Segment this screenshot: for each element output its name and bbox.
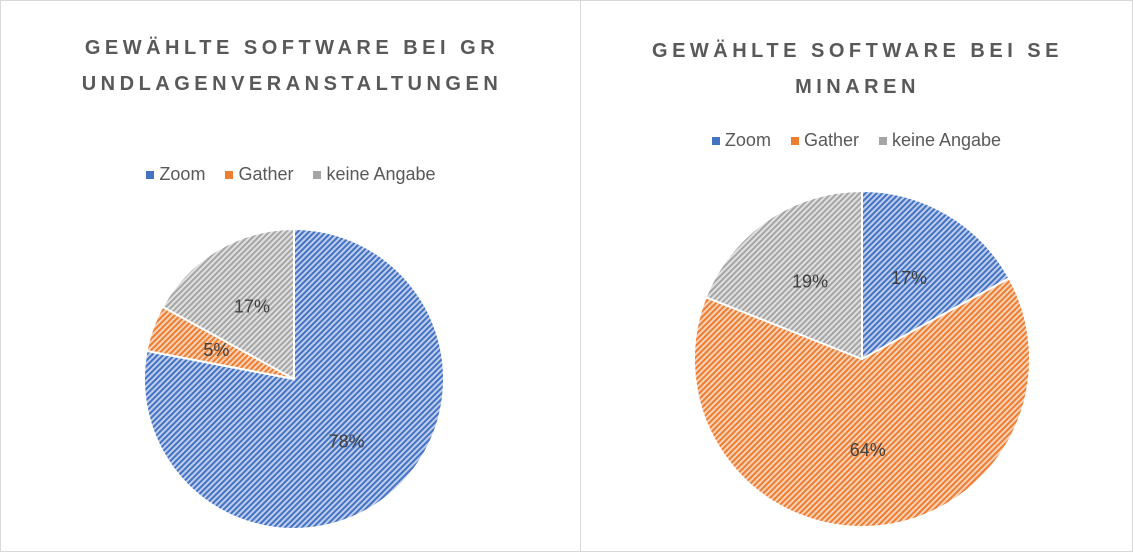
legend: Zoom Gather keine Angabe	[581, 130, 1132, 151]
legend-swatch	[225, 171, 234, 180]
legend: Zoom Gather keine Angabe	[1, 164, 581, 185]
pie-slice	[704, 189, 863, 361]
legend-label: keine Angabe	[891, 130, 1002, 150]
legend-swatch	[790, 137, 799, 146]
chart-panel: 78% 5% 17% GEWÄHLTE SOFTWARE BEI GRUNDLAGEN…	[0, 0, 582, 552]
legend-swatch	[711, 137, 720, 146]
legend-label: Gather	[238, 164, 294, 184]
legend-item: keine Angabe	[878, 130, 1002, 151]
legend-label: keine Angabe	[326, 164, 436, 184]
pie-chart: 78% 5% 17%	[143, 227, 445, 530]
legend-label: Zoom	[724, 130, 771, 150]
pie-slice	[693, 276, 1031, 528]
legend-label: Gather	[803, 130, 859, 150]
chart-panel: 17% 64% 19% GEWÄHLTE SOFTWARE BEI SEMINAREN…	[580, 0, 1133, 552]
data-label: 17%	[891, 268, 927, 288]
chart-title: GEWÄHLTE SOFTWARE BEI SEMINAREN	[652, 40, 1063, 98]
chart-title: GEWÄHLTE SOFTWARE BEI GRUNDLAGENVERANSTA…	[81, 37, 503, 95]
data-label: 19%	[792, 271, 828, 291]
legend-item: Gather	[790, 130, 859, 151]
legend-item: Gather	[225, 164, 293, 185]
legend-swatch	[878, 137, 887, 146]
legend-swatch	[146, 171, 155, 180]
pie-slice	[861, 189, 1011, 361]
legend-item: Zoom	[711, 130, 771, 151]
legend-item: keine Angabe	[313, 164, 436, 185]
pie-chart: 17% 64% 19%	[693, 189, 1031, 528]
data-label: 64%	[850, 440, 886, 460]
data-label: 78%	[329, 431, 365, 451]
legend-swatch	[313, 171, 322, 180]
pie-slice	[143, 227, 445, 530]
legend-item: Zoom	[146, 164, 205, 185]
data-label: 5%	[203, 340, 229, 360]
legend-label: Zoom	[159, 164, 206, 184]
data-label: 17%	[234, 297, 270, 317]
pie-slice	[161, 227, 295, 381]
